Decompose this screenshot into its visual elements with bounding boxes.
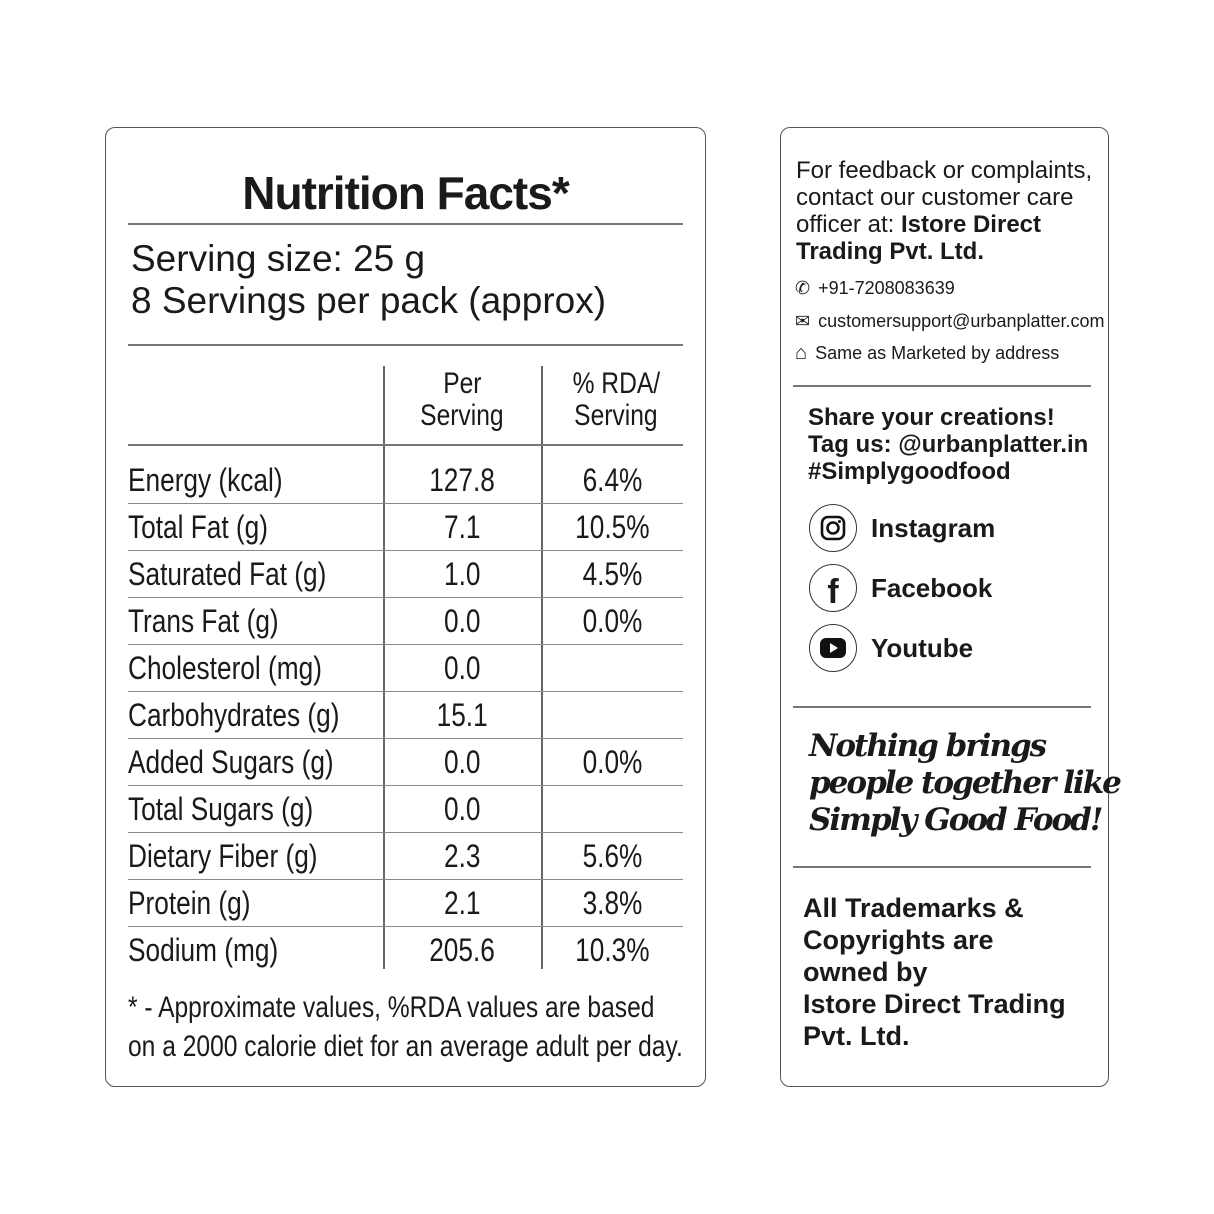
divider bbox=[793, 385, 1091, 387]
per-serving-value: 0.0 bbox=[443, 650, 481, 686]
table-row: Trans Fat (g) 0.0 0.0% bbox=[128, 598, 683, 645]
share-text: Share your creations! Tag us: @urbanplat… bbox=[808, 404, 1089, 485]
per-serving-value: 1.0 bbox=[443, 556, 481, 592]
trademark-notice: All Trademarks & Copyrights are owned by… bbox=[803, 893, 1066, 1051]
rda-value: 0.0% bbox=[582, 744, 642, 780]
nutrient-name: Added Sugars (g) bbox=[128, 744, 334, 780]
info-panel: For feedback or complaints, contact our … bbox=[780, 127, 1122, 1087]
rda-value: 6.4% bbox=[582, 462, 642, 498]
column-divider bbox=[541, 366, 543, 969]
per-serving-value: 2.1 bbox=[443, 885, 481, 921]
address-line: ⌂ Same as Marketed by address bbox=[795, 342, 1060, 364]
rda-value: 3.8% bbox=[582, 885, 642, 921]
divider bbox=[128, 444, 683, 446]
youtube-icon bbox=[809, 624, 857, 672]
nutrient-name: Total Sugars (g) bbox=[128, 791, 314, 827]
rda-value: 10.5% bbox=[574, 509, 650, 545]
header-rda: % RDA/ Serving bbox=[572, 367, 660, 432]
divider bbox=[128, 223, 683, 225]
rda-value: 0.0% bbox=[582, 603, 642, 639]
table-row: Energy (kcal) 127.8 6.4% bbox=[128, 444, 683, 504]
table-row: Total Sugars (g) 0.0 bbox=[128, 786, 683, 833]
nutrient-name: Cholesterol (mg) bbox=[128, 650, 322, 686]
servings-per-pack: 8 Servings per pack (approx) bbox=[131, 280, 607, 321]
home-icon: ⌂ bbox=[795, 342, 808, 364]
nutrient-name: Protein (g) bbox=[128, 885, 251, 921]
rda-value bbox=[541, 791, 683, 828]
email-line: ✉ customersupport@urbanplatter.com bbox=[795, 311, 1105, 331]
nutrition-facts-panel: Nutrition Facts* Serving size: 25 g 8 Se… bbox=[105, 127, 706, 1087]
facebook-icon: f bbox=[809, 564, 857, 612]
per-serving-value: 0.0 bbox=[443, 744, 481, 780]
table-row: Total Fat (g) 7.1 10.5% bbox=[128, 504, 683, 551]
phone-line: ✆ +91-7208083639 bbox=[795, 278, 955, 298]
slogan: Nothing brings people together like Simp… bbox=[809, 728, 1122, 838]
serving-size: Serving size: 25 g bbox=[131, 238, 426, 279]
nutrient-name: Saturated Fat (g) bbox=[128, 556, 327, 592]
divider bbox=[793, 706, 1091, 708]
rda-value: 5.6% bbox=[582, 838, 642, 874]
per-serving-value: 127.8 bbox=[429, 462, 495, 498]
serving-info: Serving size: 25 g 8 Servings per pack (… bbox=[131, 238, 606, 322]
nutrient-name: Sodium (mg) bbox=[128, 932, 279, 968]
nutrient-name: Dietary Fiber (g) bbox=[128, 838, 318, 874]
per-serving-value: 15.1 bbox=[436, 697, 488, 733]
header-per-serving: Per Serving bbox=[420, 367, 504, 432]
nutrient-name: Total Fat (g) bbox=[128, 509, 268, 545]
per-serving-value: 2.3 bbox=[443, 838, 481, 874]
per-serving-value: 0.0 bbox=[443, 603, 481, 639]
youtube-link[interactable]: Youtube bbox=[809, 624, 973, 672]
rda-value: 10.3% bbox=[574, 932, 650, 968]
phone-icon: ✆ bbox=[795, 278, 811, 298]
table-row: Cholesterol (mg) 0.0 bbox=[128, 645, 683, 692]
nutrient-name: Trans Fat (g) bbox=[128, 603, 279, 639]
nutrient-name: Carbohydrates (g) bbox=[128, 697, 340, 733]
column-divider bbox=[383, 366, 385, 969]
divider bbox=[793, 866, 1091, 868]
per-serving-value: 7.1 bbox=[443, 509, 481, 545]
table-row: Added Sugars (g) 0.0 0.0% bbox=[128, 739, 683, 786]
company-name: Istore Direct bbox=[900, 211, 1042, 238]
table-row: Sodium (mg) 205.6 10.3% bbox=[128, 927, 683, 973]
nutrient-name: Energy (kcal) bbox=[128, 462, 283, 498]
per-serving-value: 0.0 bbox=[443, 791, 481, 827]
table-row: Dietary Fiber (g) 2.3 5.6% bbox=[128, 833, 683, 880]
table-row: Protein (g) 2.1 3.8% bbox=[128, 880, 683, 927]
nutrition-title: Nutrition Facts* bbox=[242, 167, 569, 219]
mail-icon: ✉ bbox=[795, 311, 811, 331]
instagram-icon bbox=[809, 504, 857, 552]
rda-value bbox=[541, 697, 683, 734]
per-serving-value: 205.6 bbox=[429, 932, 495, 968]
table-row: Saturated Fat (g) 1.0 4.5% bbox=[128, 551, 683, 598]
instagram-link[interactable]: Instagram bbox=[809, 504, 995, 552]
facebook-link[interactable]: f Facebook bbox=[809, 564, 992, 612]
footnote: * - Approximate values, %RDA values are … bbox=[128, 991, 683, 1063]
rda-value: 4.5% bbox=[582, 556, 642, 592]
table-row: Carbohydrates (g) 15.1 bbox=[128, 692, 683, 739]
divider bbox=[128, 344, 683, 346]
rda-value bbox=[541, 650, 683, 687]
contact-intro: For feedback or complaints, contact our … bbox=[796, 157, 1093, 265]
